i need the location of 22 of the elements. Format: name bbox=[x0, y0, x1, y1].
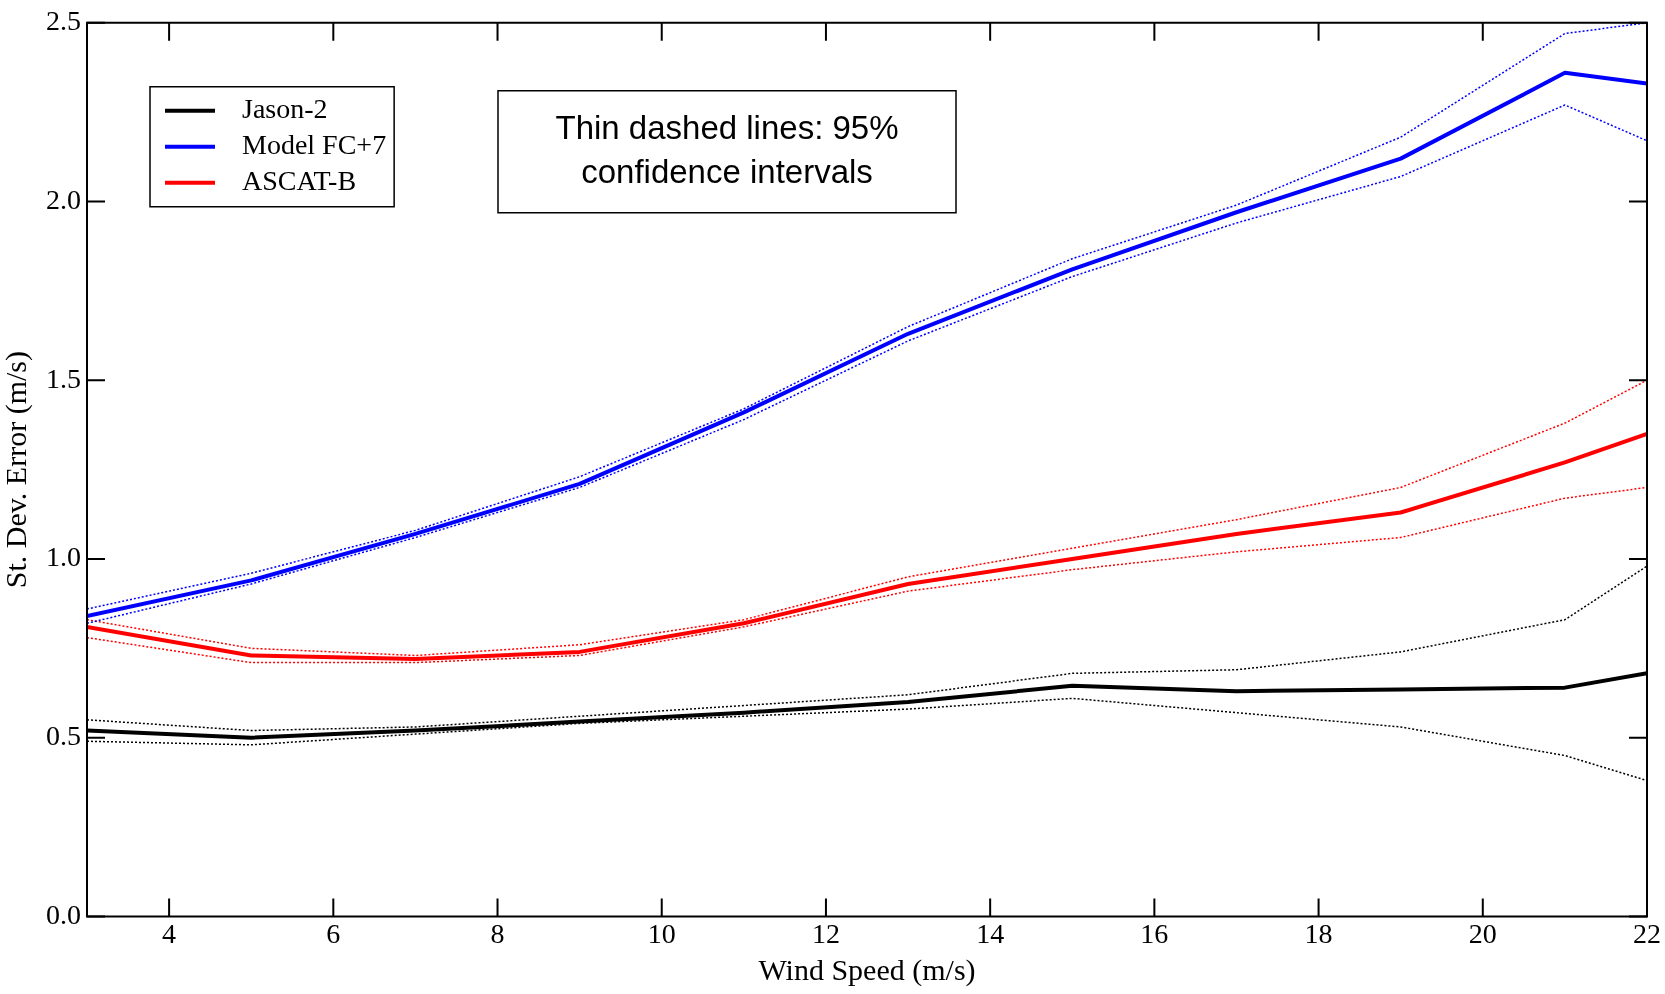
x-tick-label: 20 bbox=[1468, 917, 1497, 949]
y-tick-label: 2.5 bbox=[46, 5, 81, 37]
y-tick-label: 1.0 bbox=[46, 541, 81, 573]
x-tick-label: 6 bbox=[326, 917, 341, 949]
annotation: Thin dashed lines: 95% confidence intervals bbox=[555, 108, 899, 190]
x-tick-label: 4 bbox=[162, 917, 177, 949]
x-tick-label: 16 bbox=[1140, 917, 1169, 949]
y-tick-label: 0.5 bbox=[46, 720, 81, 752]
x-tick-label: 22 bbox=[1633, 917, 1661, 949]
y-axis-title: St. Dev. Error (m/s) bbox=[0, 351, 33, 589]
x-tick-label: 12 bbox=[811, 917, 840, 949]
legend-label: Jason-2 bbox=[242, 93, 328, 125]
legend-label: ASCAT-B bbox=[242, 165, 357, 197]
y-tick-label: 0.0 bbox=[46, 898, 81, 930]
y-tick-label: 2.0 bbox=[46, 183, 81, 215]
x-tick-label: 10 bbox=[647, 917, 676, 949]
x-tick-label: 18 bbox=[1304, 917, 1333, 949]
x-tick-label: 8 bbox=[490, 917, 505, 949]
x-tick-label: 14 bbox=[976, 917, 1005, 949]
y-tick-label: 1.5 bbox=[46, 362, 81, 394]
legend-label: Model FC+7 bbox=[242, 129, 387, 161]
x-axis-title: Wind Speed (m/s) bbox=[758, 952, 976, 987]
